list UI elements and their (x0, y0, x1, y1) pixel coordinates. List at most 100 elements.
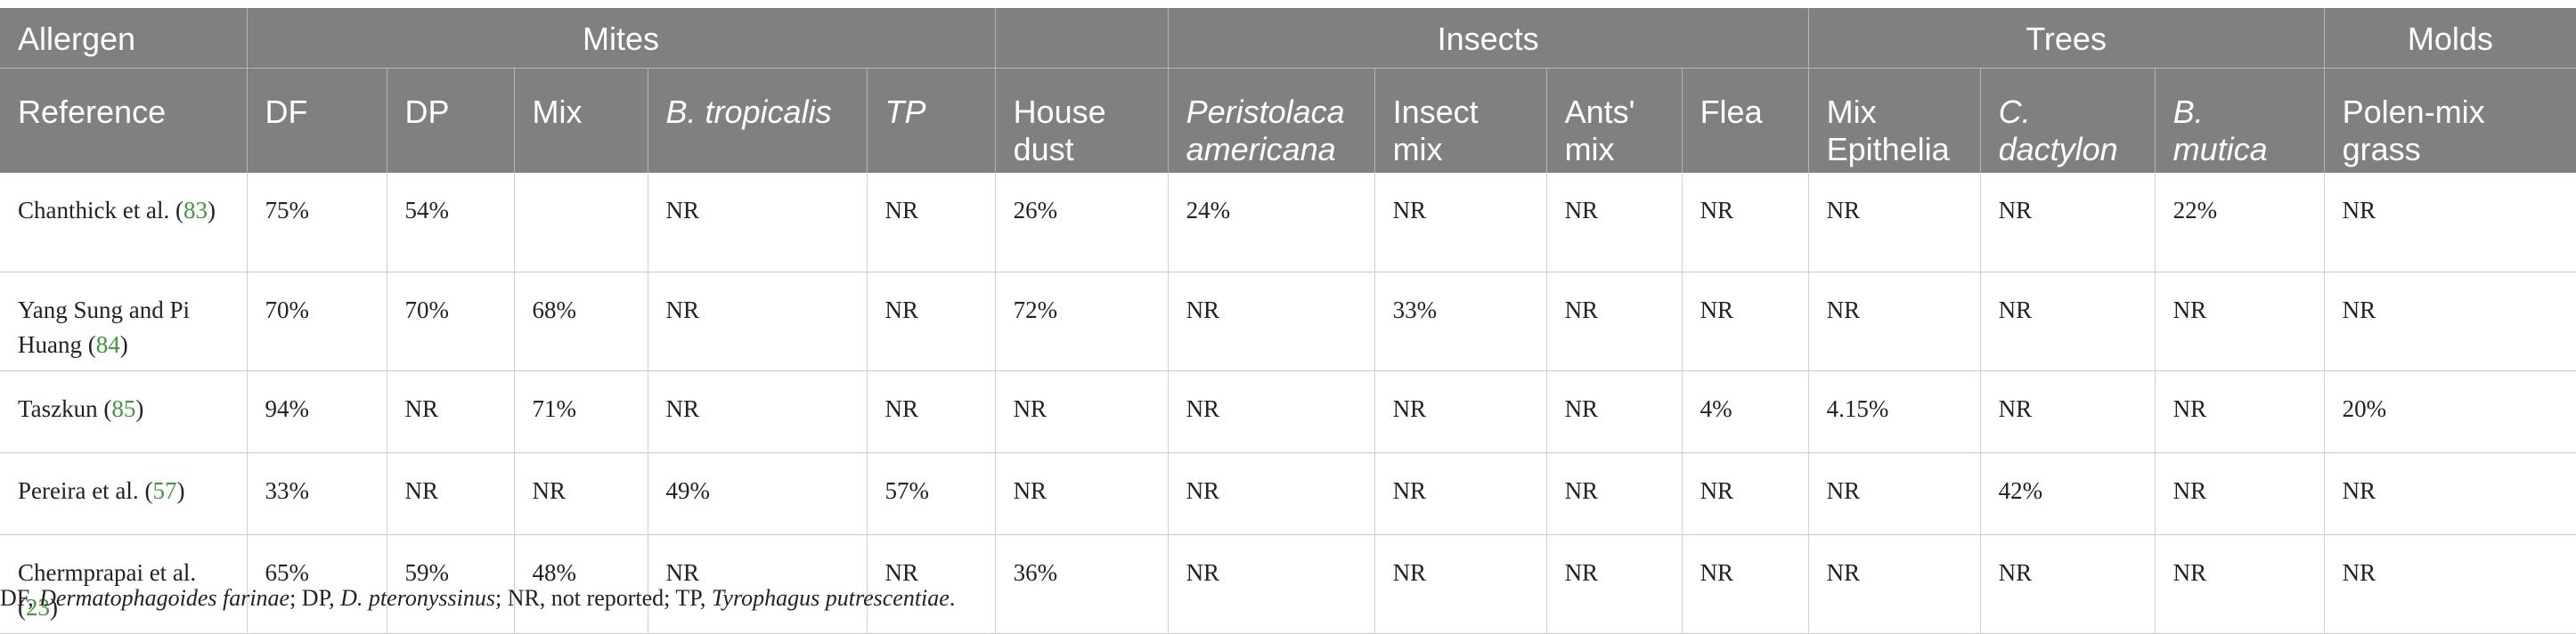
table-cell: NR (647, 272, 867, 371)
footnote-dp-abbr: ; DP, (289, 585, 341, 611)
header-peristolaca-americana: Peristolaca americana (1167, 68, 1375, 173)
header-polen-mix-grass: Polen-mix grass (2323, 68, 2576, 173)
allergen-sensitization-table: Allergen Mites Insects Trees Molds Refer… (0, 8, 2576, 634)
reference-cell: Yang Sung and Pi Huang (84) (0, 272, 247, 371)
table-cell: 22% (2154, 173, 2325, 272)
table-cell: NR (1681, 452, 1809, 535)
table-cell: NR (2154, 370, 2325, 453)
header-house-dust: House dust (994, 68, 1169, 173)
table-cell: NR (1979, 370, 2156, 453)
header-group-insects: Insects (1167, 8, 1809, 69)
header-b-mutica: B. mutica (2154, 68, 2325, 173)
header-group-empty (994, 8, 1169, 69)
table-row: Yang Sung and Pi Huang (84) 70% 70% 68% NR NR… (0, 272, 2576, 371)
table-cell: NR (1374, 173, 1547, 272)
reference-citation-link[interactable]: 85 (111, 394, 136, 422)
table-cell: NR (2154, 452, 2325, 535)
footnote-tp-full: Tyrophagus putrescentiae (711, 585, 950, 611)
reference-citation-link[interactable]: 57 (152, 476, 177, 504)
table-body: Chanthick et al. (83) 75% 54% NR NR 26% 24% NR N… (0, 173, 2576, 634)
table-cell: NR (647, 370, 867, 453)
table-cell: NR (1681, 272, 1809, 371)
header-row-groups: Allergen Mites Insects Trees Molds (0, 8, 2576, 69)
table-cell: NR (1545, 173, 1683, 272)
table-row: Chanthick et al. (83) 75% 54% NR NR 26% 24% NR N… (0, 173, 2576, 272)
table-cell: 75% (246, 173, 387, 272)
reference-text: Yang Sung and Pi Huang (18, 296, 191, 358)
reference-text: Chermprapai et al. (18, 558, 197, 586)
table-cell: 94% (246, 370, 387, 453)
table-cell: NR (1545, 452, 1683, 535)
header-tp: TP (866, 68, 996, 173)
reference-citation-link[interactable]: 83 (183, 197, 208, 224)
table-cell: NR (1807, 452, 1981, 535)
table-cell: 68% (513, 272, 648, 371)
table-cell: NR (1374, 452, 1547, 535)
table-cell: 65% (246, 534, 387, 634)
header-allergen: Allergen (0, 8, 247, 69)
table-cell: NR (1545, 534, 1683, 634)
table-cell: NR (866, 272, 996, 371)
table-cell: NR (1167, 452, 1375, 535)
reference-text: Taszkun (18, 394, 98, 422)
table-cell: 36% (994, 534, 1169, 634)
table-cell: NR (2323, 173, 2576, 272)
header-insect-mix: Insect mix (1374, 68, 1547, 173)
table-footnote: DF, Dermatophagoides farinae; DP, D. pte… (0, 585, 955, 612)
reference-cell: Pereira et al. (57) (0, 452, 247, 535)
table-cell: NR (1545, 370, 1683, 453)
reference-cell: Chermprapai et al. (23) (0, 534, 247, 634)
table-cell: 70% (246, 272, 387, 371)
table-cell: NR (647, 173, 867, 272)
table-row: Taszkun (85) 94% NR 71% NR NR NR NR NR NR 4% 4.15% N… (0, 370, 2576, 453)
table-cell: NR (1374, 534, 1547, 634)
footnote-dp-full: D. pteronyssinus (340, 585, 495, 611)
table-cell: NR (513, 452, 648, 535)
table-cell: 33% (246, 452, 387, 535)
table-cell: NR (1979, 272, 2156, 371)
table-cell: 26% (994, 173, 1169, 272)
table-cell: 49% (647, 452, 867, 535)
table-cell: 4.15% (1807, 370, 1981, 453)
table-cell: NR (2323, 534, 2576, 634)
table-cell: NR (1681, 173, 1809, 272)
table-cell: NR (386, 370, 514, 453)
header-dp: DP (386, 68, 514, 173)
footnote-df-abbr: DF, (0, 585, 40, 611)
table-cell: 33% (1374, 272, 1547, 371)
table-cell: NR (1167, 272, 1375, 371)
table-cell: NR (1681, 534, 1809, 634)
table-cell: NR (1807, 272, 1981, 371)
footnote-nr-tp: ; NR, not reported; TP, (494, 585, 712, 611)
table-cell: NR (1167, 534, 1375, 634)
reference-cell: Chanthick et al. (83) (0, 173, 247, 272)
table-cell: NR (647, 534, 867, 634)
table-cell: NR (994, 370, 1169, 453)
table-cell: 4% (1681, 370, 1809, 453)
table-cell: NR (2323, 272, 2576, 371)
table-cell: 57% (866, 452, 996, 535)
table-cell: 20% (2323, 370, 2576, 453)
table-cell: NR (994, 452, 1169, 535)
reference-citation-link[interactable]: 84 (95, 330, 120, 358)
header-b-tropicalis: B. tropicalis (647, 68, 867, 173)
table-row: Chermprapai et al. (23) 65% 59% 48% NR NR 36% N… (0, 534, 2576, 634)
table-cell: NR (1374, 370, 1547, 453)
table-cell: NR (1807, 173, 1981, 272)
table-cell: 24% (1167, 173, 1375, 272)
table-cell: 54% (386, 173, 514, 272)
header-ants-mix: Ants' mix (1545, 68, 1683, 173)
header-reference: Reference (0, 68, 247, 173)
header-row-columns: Reference DF DP Mix B. tropicalis TP Hou… (0, 68, 2576, 173)
reference-text: Pereira et al. (18, 476, 139, 504)
table-cell: NR (2323, 452, 2576, 535)
table-row: Pereira et al. (57) 33% NR NR 49% 57% NR NR NR NR… (0, 452, 2576, 535)
header-group-mites: Mites (246, 8, 996, 69)
table-cell: NR (866, 534, 996, 634)
header-mix: Mix (513, 68, 648, 173)
table-cell: NR (386, 452, 514, 535)
table-cell: 72% (994, 272, 1169, 371)
reference-citation-link[interactable]: 23 (26, 593, 50, 621)
table-cell: NR (866, 173, 996, 272)
table-cell (513, 173, 648, 272)
